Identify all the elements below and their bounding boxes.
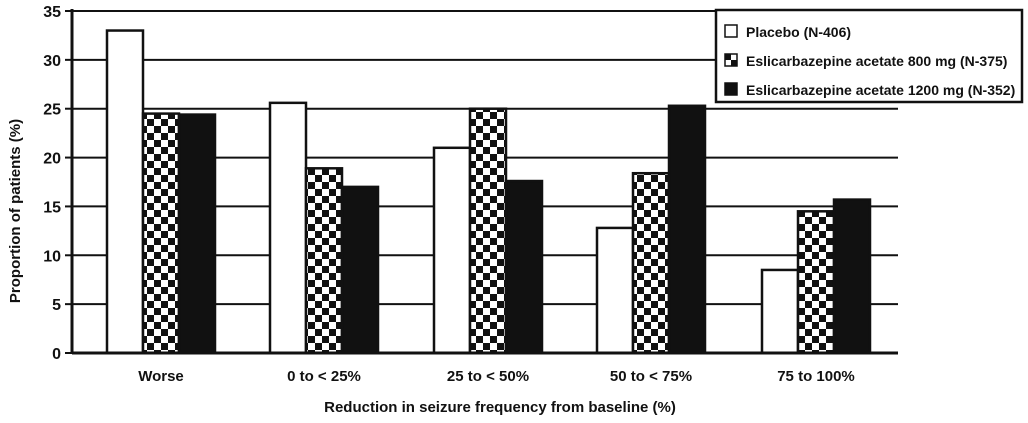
x-tick-label: 25 to < 50% xyxy=(447,368,529,385)
legend: Placebo (N-406) Eslicarbazepine acetate 8… xyxy=(714,8,1024,104)
bar xyxy=(760,268,800,355)
y-tick-label: 25 xyxy=(43,102,61,119)
bar xyxy=(177,113,217,355)
x-tick-label: 75 to 100% xyxy=(777,368,855,385)
bar xyxy=(432,146,472,355)
bar xyxy=(105,29,145,355)
bar xyxy=(468,107,508,355)
legend-swatch-check xyxy=(731,60,737,66)
y-tick-label: 0 xyxy=(52,346,61,363)
y-axis-title: Proportion of patients (%) xyxy=(7,119,24,303)
x-tick-label: 0 to < 25% xyxy=(287,368,361,385)
legend-swatch xyxy=(724,82,738,96)
bar xyxy=(631,171,671,355)
bar xyxy=(268,101,308,355)
y-tick-label: 5 xyxy=(52,297,61,314)
y-tick-label: 20 xyxy=(43,151,61,168)
legend-label: Placebo (N-406) xyxy=(746,24,851,40)
x-tick-label: Worse xyxy=(138,368,184,385)
bar xyxy=(340,185,380,355)
legend-swatch xyxy=(724,24,738,38)
bar xyxy=(832,198,872,355)
y-tick-label: 35 xyxy=(43,4,61,21)
legend-swatch-check xyxy=(725,54,731,60)
bar xyxy=(595,226,635,355)
bar xyxy=(141,112,181,355)
bars xyxy=(105,29,872,355)
bar xyxy=(304,167,344,355)
legend-label: Eslicarbazepine acetate 1200 mg (N-352) xyxy=(746,82,1015,98)
bar xyxy=(796,210,836,355)
y-tick-label: 15 xyxy=(43,199,61,216)
legend-box xyxy=(714,8,1024,104)
bar xyxy=(667,104,707,355)
legend-label: Eslicarbazepine acetate 800 mg (N-375) xyxy=(746,53,1007,69)
y-tick-label: 30 xyxy=(43,53,61,70)
x-tick-label: 50 to < 75% xyxy=(610,368,692,385)
x-axis-title: Reduction in seizure frequency from base… xyxy=(324,399,676,416)
axes: 0 5 10 15 20 25 30 35 Worse 0 to < 25% 25 to < 50%… xyxy=(43,4,898,385)
bar xyxy=(504,179,544,355)
y-tick-label: 10 xyxy=(43,248,61,265)
